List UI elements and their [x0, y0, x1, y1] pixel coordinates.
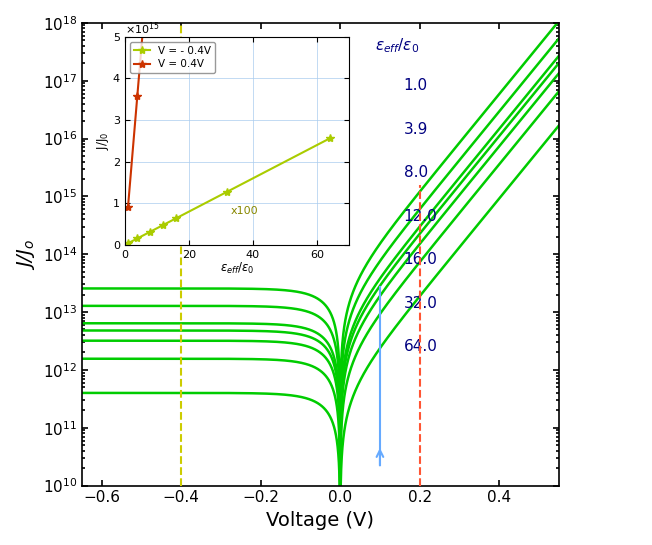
Text: 32.0: 32.0: [404, 296, 437, 311]
Y-axis label: J/J$_o$: J/J$_o$: [15, 239, 37, 270]
X-axis label: Voltage (V): Voltage (V): [266, 511, 374, 530]
Text: 64.0: 64.0: [404, 340, 437, 354]
Text: 3.9: 3.9: [404, 122, 428, 137]
Text: 16.0: 16.0: [404, 252, 437, 268]
Text: 12.0: 12.0: [404, 209, 437, 224]
Text: $\epsilon_{eff}/\epsilon_0$: $\epsilon_{eff}/\epsilon_0$: [375, 37, 419, 56]
Text: 1.0: 1.0: [404, 78, 428, 93]
Text: 8.0: 8.0: [404, 165, 428, 180]
